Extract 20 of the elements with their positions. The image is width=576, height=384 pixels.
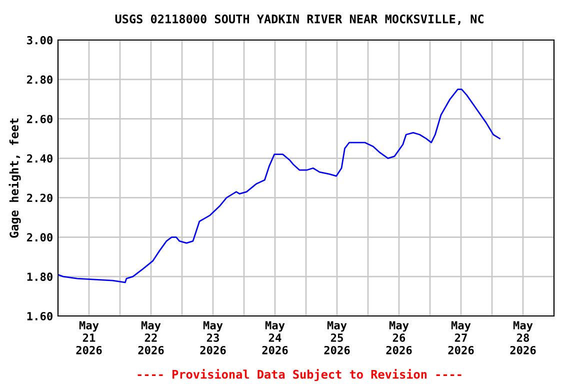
y-tick-label: 3.00 [27, 36, 52, 44]
y-tick-label: 2.80 [27, 75, 52, 84]
y-tick-label: 1.80 [27, 272, 52, 281]
x-tick-label: May 22 2026 [138, 321, 164, 354]
y-tick-label: 1.60 [27, 312, 52, 320]
y-tick-label: 2.00 [27, 233, 52, 242]
x-tick-label: May 24 2026 [262, 321, 288, 354]
text: ---- Provisional Data Subject to Revision ---- [138, 368, 462, 382]
y-tick-label: 2.20 [27, 194, 52, 202]
x-tick-label: May 28 2026 [510, 321, 536, 354]
line-series [58, 88, 500, 284]
x-tick-label: May 21 2026 [76, 321, 102, 354]
y-tick-label: 2.40 [27, 154, 52, 163]
chart-title: USGS 02118000 SOUTH YADKIN RIVER NEAR MOCKSVILLE, NC [115, 14, 484, 25]
x-tick-label: May 26 2026 [386, 321, 412, 354]
y-axis-title: Gage height, feet [8, 118, 21, 238]
x-tick-label: May 27 2026 [448, 321, 474, 354]
y-tick-label: 2.60 [27, 114, 52, 124]
x-tick-label: May 23 2026 [200, 321, 226, 354]
x-tick-label: May 25 2026 [324, 321, 350, 354]
